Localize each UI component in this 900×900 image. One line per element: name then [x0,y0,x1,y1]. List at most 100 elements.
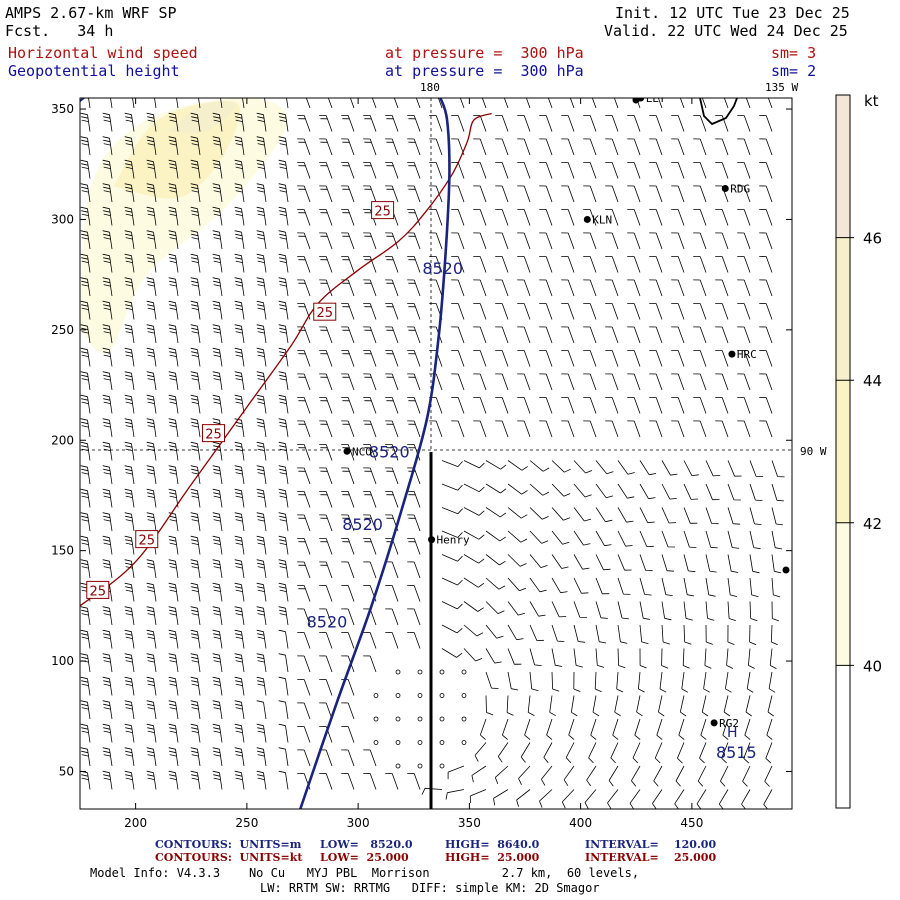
wind-barb [671,303,685,320]
wind-barb [146,300,157,320]
wind-barb [583,279,597,297]
wind-barb [124,183,135,203]
wind-barb [485,624,504,639]
calm-wind-marker [417,716,423,722]
wind-barb [190,230,201,250]
wind-barb [485,671,499,689]
wind-barb [407,491,421,508]
wind-barb [297,209,311,226]
wind-barb [495,232,509,250]
wind-barb [212,112,223,132]
wind-barb [256,324,267,344]
wind-barb [727,483,741,501]
wind-barb [256,347,267,367]
wind-barb [592,695,600,717]
wind-barb [451,256,465,273]
wind-barb [278,582,289,602]
wind-barb [124,230,135,250]
wind-barb [297,702,311,720]
wind-barb [80,606,91,626]
wind-barb [297,138,311,156]
wind-barb [720,765,729,787]
wind-barb [341,726,355,743]
wind-barb [80,324,91,344]
wind-barb [693,279,707,297]
wind-barb [124,723,135,743]
wind-barb [583,115,597,132]
wind-barb [539,373,553,391]
wind-barb [124,277,135,297]
wind-barb [168,183,179,203]
station-label-hrc: HRC [737,348,757,361]
wind-barb [168,371,179,391]
wind-barb [319,514,333,532]
wind-barb [278,512,289,532]
wind-barb [671,185,685,203]
wind-barb [627,209,641,226]
wind-barb [693,232,707,250]
station-dot [710,719,718,727]
wind-barb [605,420,619,438]
wind-barb [363,491,377,508]
wind-barb [573,648,583,668]
wind-barb [463,460,485,469]
wind-barb [573,507,592,522]
wind-barb [451,185,465,203]
wind-barb [517,397,531,414]
wind-barb [363,303,377,320]
wind-barb [124,653,135,673]
wind-barb [124,700,135,720]
wind-barb [415,98,421,109]
wind-barb [693,209,707,226]
wind-barb [639,460,657,476]
wind-barb [561,303,575,320]
wind-barb [715,162,729,179]
wind-barb [102,559,113,579]
speed-contour-label-box [371,201,395,220]
wind-barb [256,441,267,461]
wind-barb [441,460,463,467]
wind-barb [721,742,729,764]
wind-barb [297,397,311,414]
calm-wind-marker [461,716,467,722]
wind-barb [102,253,113,273]
wind-barb [234,723,245,743]
wind-barb [146,230,157,250]
wind-barb [759,397,773,414]
wind-barb [715,303,729,320]
wind-barb [256,394,267,414]
wind-barb [278,700,289,720]
wind-barb [256,747,267,767]
wind-barb [617,601,629,620]
wind-barb [705,460,721,477]
wind-barb [759,373,773,391]
station-dot [583,215,591,223]
wind-barb [124,676,135,696]
wind-barb [385,185,399,203]
wind-barb [297,632,311,649]
field2-name: Geopotential height [8,62,180,80]
wind-barb [473,420,487,438]
wind-barb [278,535,289,555]
wind-barb [407,162,421,179]
wind-barb [524,718,531,740]
wind-barb [341,232,355,250]
wind-barb [146,582,157,602]
wind-barb [683,483,699,500]
wind-barb [473,209,487,226]
wind-barb [168,723,179,743]
wind-barb [718,789,729,809]
wind-barb [80,676,91,696]
wind-barb [539,256,553,273]
x-tick-label: 400 [569,816,592,830]
wind-barb [437,98,443,109]
wind-barb [407,279,421,297]
wind-barb [517,350,531,367]
wind-barb [168,112,179,132]
wind-barb [168,747,179,767]
speed-contour-label-box [135,530,159,549]
wind-barb [737,209,751,226]
wind-barb [583,303,597,320]
wind-barb [363,162,377,179]
footer-speed-high: HIGH= 25.000 [445,851,540,864]
